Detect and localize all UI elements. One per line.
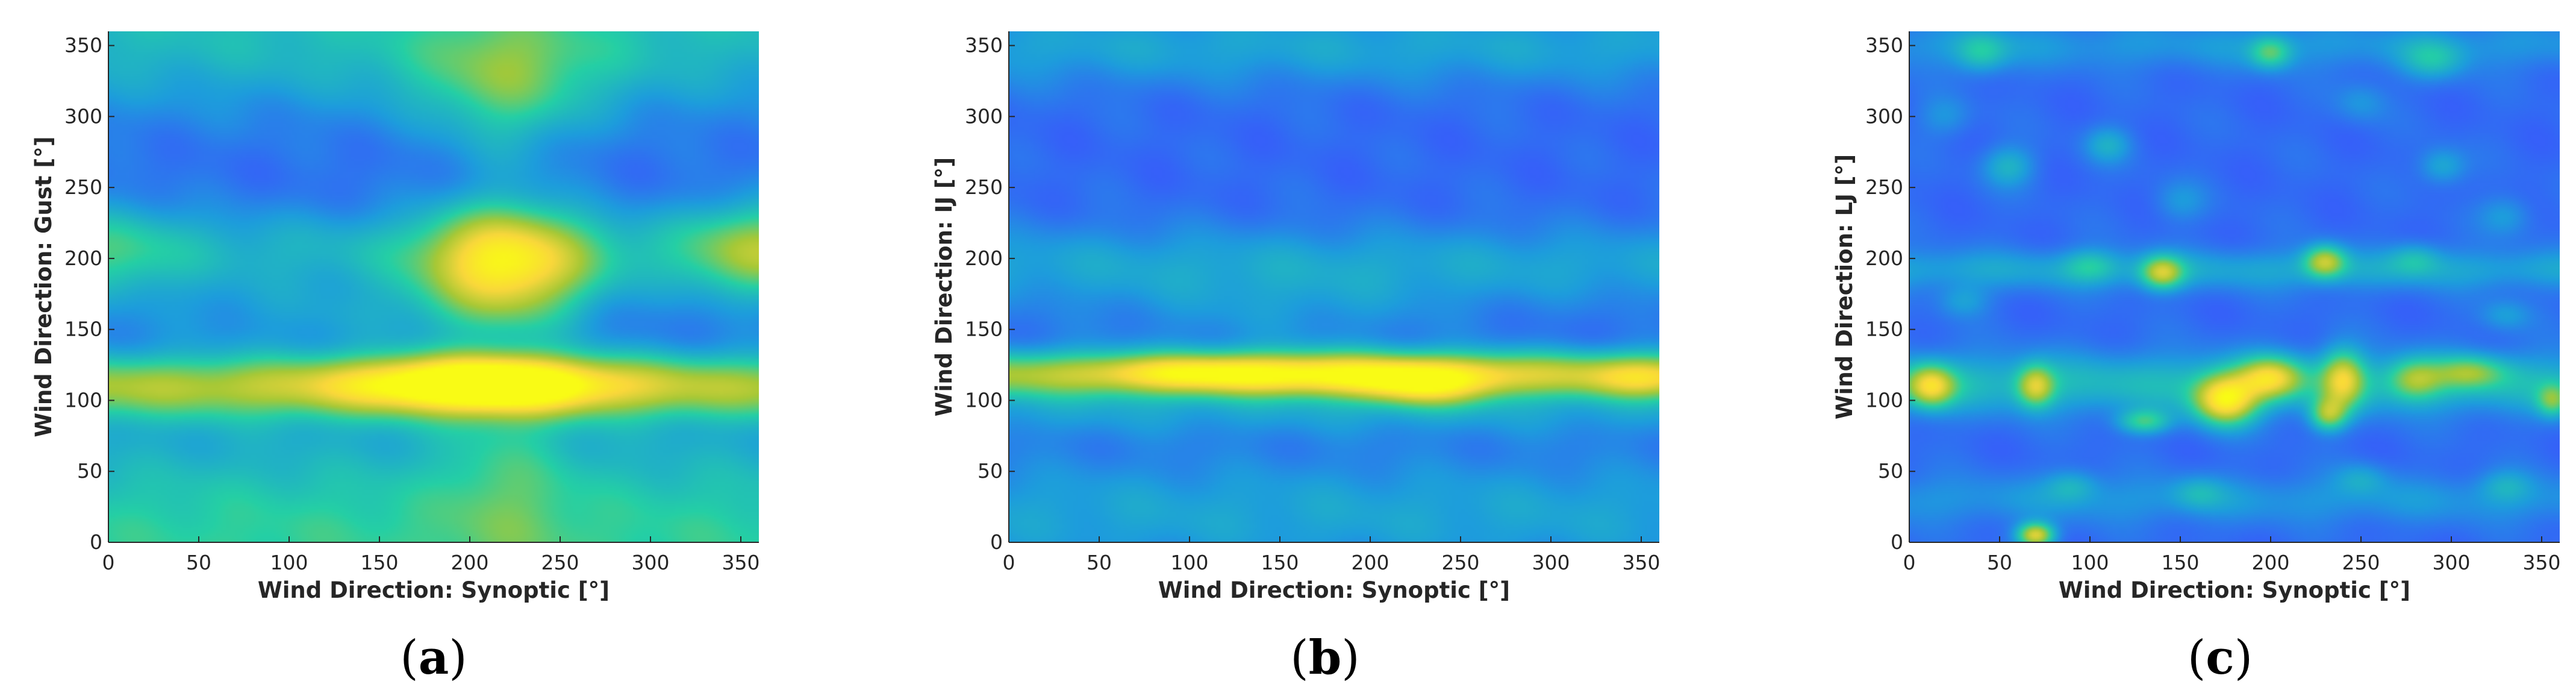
x-tick-label: 0 [1003,551,1015,574]
y-tick-label: 50 [77,459,102,483]
y-axis-label: Wind Direction: Gust [°] [31,136,57,437]
y-tick-label: 0 [90,530,102,554]
y-tick-label: 350 [64,34,102,57]
x-tick-label: 250 [541,551,579,574]
y-tick-label: 150 [965,318,1003,341]
x-tick-label: 150 [1261,551,1299,574]
x-tick-label: 150 [361,551,399,574]
x-tick-label: 0 [1903,551,1916,574]
caption-letter: c [2206,630,2235,685]
x-tick-label: 350 [1623,551,1661,574]
y-tick-label: 200 [1865,246,1903,270]
axes: 0 50 100 150 200 250 300 350 0 50 100 150 200 250 300 3… [931,31,1661,685]
x-tick-label: 100 [1171,551,1209,574]
y-tick-label: 150 [64,318,102,341]
y-tick-label: 300 [1865,104,1903,128]
x-tick-label: 150 [2162,551,2200,574]
y-axis-label: Wind Direction: LJ [°] [1832,154,1857,419]
y-tick-label: 250 [965,175,1003,199]
y-tick-label: 100 [64,388,102,412]
x-tick-label: 0 [102,551,115,574]
heatmap-field [1009,31,1659,542]
caption-close-paren: ) [449,631,467,685]
x-tick-label: 200 [451,551,489,574]
y-tick-label: 0 [990,530,1003,554]
y-tick-label: 300 [965,104,1003,128]
x-tick-label: 200 [1352,551,1389,574]
x-tick-label: 250 [1442,551,1480,574]
y-tick-label: 300 [64,104,102,128]
x-tick-label: 100 [270,551,308,574]
y-tick-label: 50 [1878,459,1903,483]
y-tick-label: 0 [1891,530,1903,554]
subfigure-caption: (a) [400,630,467,685]
x-tick-label: 350 [2523,551,2561,574]
y-tick-label: 100 [1865,388,1903,412]
y-tick-label: 100 [965,388,1003,412]
x-axis-label: Wind Direction: Synoptic [°] [2059,577,2410,603]
y-tick-label: 200 [64,246,102,270]
heatmap-panel-c: 0 50 100 150 200 250 300 350 0 50 100 150 200 250 300 3… [1717,0,2576,699]
y-tick-label: 150 [1865,318,1903,341]
y-tick-label: 200 [965,246,1003,270]
x-tick-label: 100 [2071,551,2109,574]
x-tick-label: 50 [1087,551,1112,574]
subfigure-caption: (b) [1290,630,1359,685]
x-tick-label: 300 [632,551,670,574]
y-tick-label: 250 [1865,175,1903,199]
x-tick-label: 350 [722,551,760,574]
x-tick-label: 50 [1987,551,2012,574]
y-tick-label: 350 [965,34,1003,57]
x-axis-label: Wind Direction: Synoptic [°] [258,577,610,603]
x-tick-label: 300 [2433,551,2471,574]
y-axis-label: Wind Direction: IJ [°] [931,157,957,416]
x-tick-label: 250 [2342,551,2380,574]
axes: 0 50 100 150 200 250 300 350 0 50 100 150 200 250 300 3… [31,31,760,685]
caption-letter: b [1309,630,1342,685]
x-tick-label: 50 [186,551,211,574]
axes: 0 50 100 150 200 250 300 350 0 50 100 150 200 250 300 3… [1832,31,2561,685]
caption-open-paren: ( [400,631,418,685]
subfigure-caption: (c) [2188,630,2253,685]
caption-open-paren: ( [1290,631,1308,685]
x-axis-label: Wind Direction: Synoptic [°] [1158,577,1510,603]
caption-open-paren: ( [2188,631,2206,685]
y-tick-label: 350 [1865,34,1903,57]
caption-close-paren: ) [1341,631,1359,685]
caption-close-paren: ) [2235,631,2253,685]
heatmap-panel-a: 0 50 100 150 200 250 300 350 0 50 100 150 200 250 300 3… [0,0,858,699]
heatmap-panel-b: 0 50 100 150 200 250 300 350 0 50 100 150 200 250 300 3… [858,0,1717,699]
heatmap-field [108,31,759,542]
x-tick-label: 300 [1532,551,1570,574]
caption-letter: a [419,630,449,685]
heatmap-field [1909,31,2560,542]
y-tick-label: 250 [64,175,102,199]
y-tick-label: 50 [978,459,1003,483]
x-tick-label: 200 [2252,551,2290,574]
